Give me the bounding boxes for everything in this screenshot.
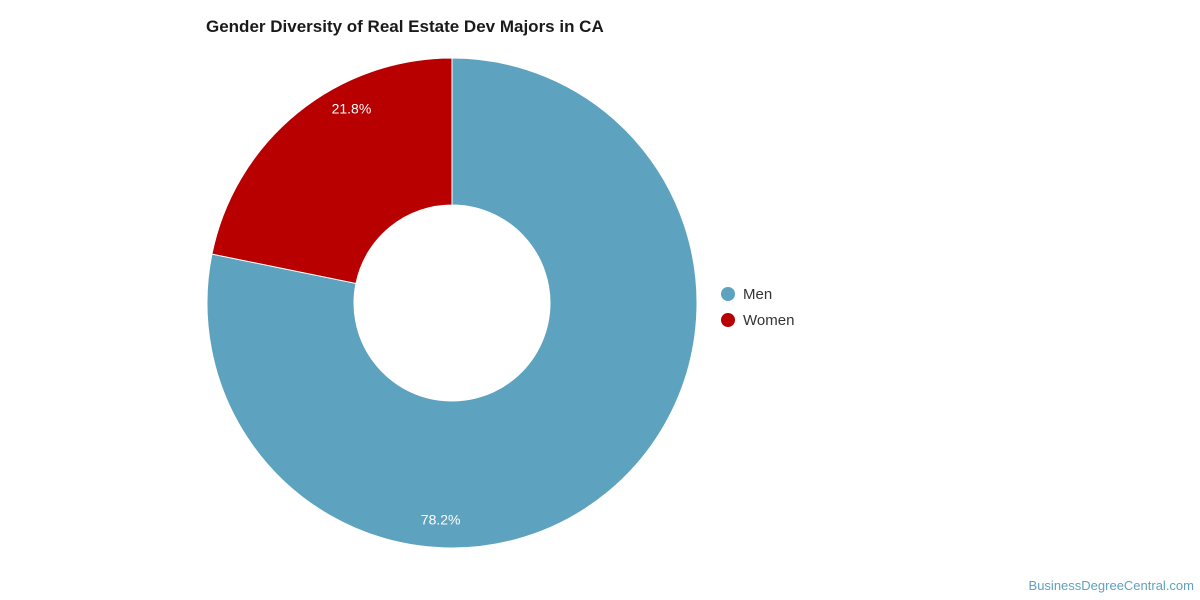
legend-swatch-men [721, 287, 735, 301]
chart-title: Gender Diversity of Real Estate Dev Majo… [206, 17, 604, 36]
data-label-women: 21.8% [332, 100, 372, 116]
slice-men[interactable] [206, 57, 698, 549]
data-label-men: 78.2% [421, 511, 461, 527]
legend-item-women[interactable]: Women [721, 307, 794, 333]
legend-label-men: Men [743, 285, 773, 303]
legend: Men Women [721, 281, 794, 333]
legend-item-men[interactable]: Men [721, 281, 794, 307]
source-credit[interactable]: BusinessDegreeCentral.com [1028, 578, 1194, 593]
legend-label-women: Women [743, 311, 795, 329]
legend-swatch-women [721, 313, 735, 327]
slice-women[interactable] [211, 57, 453, 285]
